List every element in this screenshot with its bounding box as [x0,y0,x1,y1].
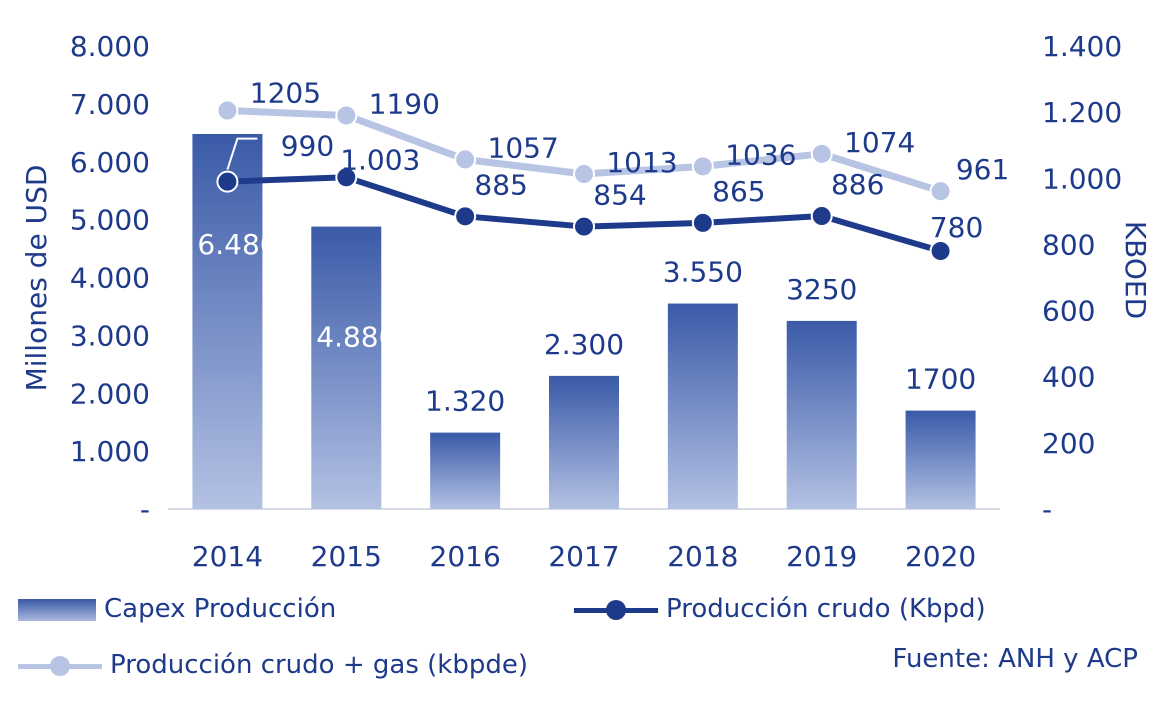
capex-bar-label: 3.550 [663,256,743,289]
point-produccion-crudo-gas [810,142,833,165]
crudo-gas-point-label: 1057 [488,131,559,164]
y-tick-label: 8.000 [70,30,150,63]
legend-line-swatch-crudo-gas [18,654,102,678]
legend-bar-swatch [18,598,96,621]
x-tick-label: 2017 [548,540,619,573]
legend-item-crudo: Producción crudo (Kbpd) [574,594,986,624]
legend-item-capex: Capex Producción [18,594,336,624]
capex-bar-label: 4.880 [316,321,396,354]
point-produccion-crudo-gas [454,148,477,171]
point-produccion-crudo [216,170,239,193]
crudo-point-label: 1.003 [340,143,420,176]
y2-tick-label: 200 [1042,427,1095,460]
point-produccion-crudo [335,166,358,189]
crudo-point-label: 885 [474,168,527,201]
capex-bar [549,375,619,509]
capex-bar [905,410,976,509]
capex-bar [430,432,501,509]
crudo-gas-point-label: 1074 [844,126,915,159]
point-produccion-crudo-gas [216,99,239,122]
capex-bar-label: 1.320 [425,385,505,418]
crudo-point-label: 854 [593,179,646,212]
legend-label-crudo-gas: Producción crudo + gas (kbpde) [110,650,528,680]
point-produccion-crudo-gas [691,155,714,178]
crudo-point-label: 990 [281,130,334,163]
capex-bar-label: 1700 [905,363,976,396]
capex-bar [786,320,857,509]
point-produccion-crudo-gas [335,104,358,127]
x-tick-label: 2014 [192,540,263,573]
y2-tick-label: 600 [1042,295,1095,328]
crudo-point-label: 780 [930,211,983,244]
capex-bar-label: 6.480 [197,228,277,261]
y-tick-label: 5.000 [70,204,150,237]
y-tick-label: 7.000 [70,88,150,121]
x-tick-label: 2015 [311,540,382,573]
y-tick-label: 3.000 [70,319,150,352]
crudo-gas-point-label: 1190 [369,87,440,120]
point-produccion-crudo [573,215,595,238]
crudo-point-label: 886 [831,168,884,201]
y2-tick-label: 400 [1042,361,1095,394]
point-produccion-crudo [691,211,714,234]
x-tick-label: 2018 [667,540,738,573]
label-leader-line [226,137,258,170]
point-produccion-crudo-gas [929,180,952,203]
capex-bar [667,303,738,509]
crudo-gas-point-label: 1036 [725,138,796,171]
legend-label-capex: Capex Producción [104,594,337,624]
source-note: Fuente: ANH y ACP [892,644,1138,674]
capex-bar-label: 3250 [786,273,857,306]
x-tick-label: 2019 [786,540,857,573]
y2-tick-label: 800 [1042,228,1095,261]
crudo-point-label: 865 [712,175,765,208]
crudo-gas-point-label: 961 [956,153,1009,186]
y2-tick-label: 1.000 [1042,162,1122,195]
y-axis-title: Millones de USD [20,165,53,392]
y2-tick-label: 1.400 [1042,30,1122,63]
x-tick-label: 2016 [430,540,501,573]
capex-bar [192,133,263,509]
y2-tick-label: 1.200 [1042,96,1122,129]
y-tick-label: 2.000 [70,377,150,410]
y-tick-label: 6.000 [70,146,150,179]
crudo-gas-point-label: 1013 [606,146,677,179]
point-produccion-crudo [454,205,477,228]
legend-line-swatch-crudo [574,598,658,622]
x-tick-label: 2020 [905,540,976,573]
capex-bar [311,226,382,509]
y-tick-label: 1.000 [70,435,150,468]
point-produccion-crudo [810,204,833,227]
y2-tick-label: - [1042,493,1052,526]
legend-label-crudo: Producción crudo (Kbpd) [666,594,986,624]
point-produccion-crudo [929,240,952,263]
y-tick-label: 4.000 [70,262,150,295]
point-produccion-crudo-gas [573,162,595,185]
y2-axis-title: KBOED [1119,221,1152,319]
y-tick-label: - [140,493,150,526]
legend-item-crudo-gas: Producción crudo + gas (kbpde) [18,650,528,680]
capex-bar-label: 2.300 [544,328,624,361]
crudo-gas-point-label: 1205 [250,76,321,109]
